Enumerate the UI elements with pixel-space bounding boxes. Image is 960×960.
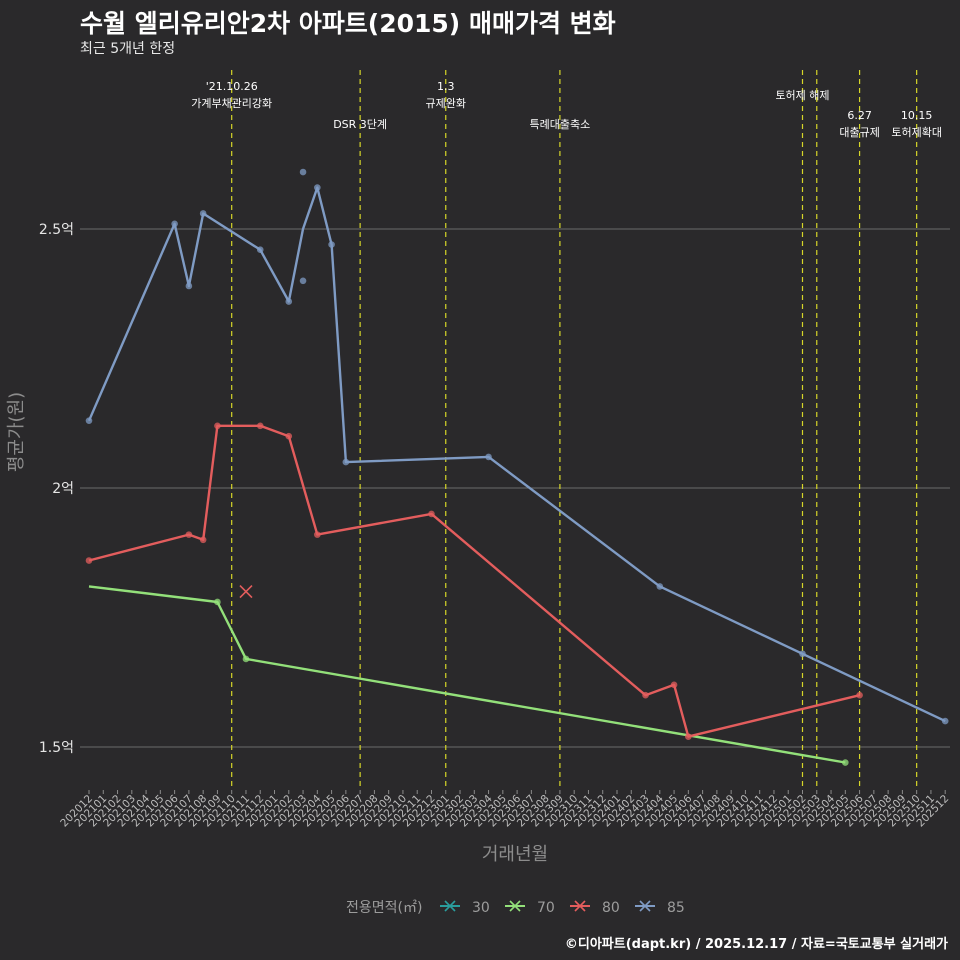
y-axis-title: 평균가(원) bbox=[6, 392, 27, 472]
series-70-point bbox=[214, 598, 221, 606]
series-80-point bbox=[670, 681, 678, 689]
legend-key-cross bbox=[574, 900, 586, 912]
series-85-point bbox=[799, 650, 806, 658]
y-tick-label: 2억 bbox=[52, 481, 74, 497]
series-85-point bbox=[185, 282, 193, 290]
caption: ©디아파트(dapt.kr) / 2025.12.17 / 자료=국토교통부 실… bbox=[564, 937, 948, 952]
series-85-point bbox=[256, 246, 264, 254]
legend-label: 85 bbox=[667, 900, 685, 916]
series-85-point bbox=[285, 298, 293, 305]
series-85-point bbox=[199, 210, 207, 217]
chart-title: 수월 엘리유리안2차 아파트(2015) 매매가격 변화 bbox=[80, 9, 616, 38]
legend: 전용면적(㎡) 30 70 80 85 bbox=[346, 900, 685, 916]
series-80-point bbox=[199, 536, 207, 544]
legend-title: 전용면적(㎡) bbox=[346, 900, 422, 916]
series-80-point bbox=[214, 422, 221, 430]
legend-item-80: 80 bbox=[570, 900, 620, 916]
series-layer bbox=[85, 168, 949, 766]
legend-key-cross bbox=[509, 900, 521, 912]
event-label: DSR 3단계 bbox=[333, 118, 387, 131]
series-80-cross-marker bbox=[239, 585, 253, 599]
legend-label: 70 bbox=[537, 900, 555, 916]
series-80-point bbox=[85, 557, 93, 564]
event-label: 토허제 해제 bbox=[775, 88, 829, 102]
event-label: 특례대출축소 bbox=[530, 118, 591, 131]
series-85-line bbox=[87, 186, 946, 723]
grid-layer bbox=[80, 228, 950, 748]
chart-subtitle: 최근 5개년 한정 bbox=[80, 41, 176, 57]
legend-label: 30 bbox=[472, 900, 490, 916]
series-85-point bbox=[342, 458, 350, 466]
legend-item-30: 30 bbox=[440, 900, 490, 916]
event-label: 10.15 토허제확대 bbox=[891, 109, 942, 139]
event-label: '21.10.26 가계부채관리강화 bbox=[191, 80, 272, 110]
y-tick-label: 1.5억 bbox=[39, 740, 74, 756]
event-label: 6.27 대출규제 bbox=[839, 109, 879, 139]
axis-layer: 1.5억2억2.5억202012202101202102202103202104… bbox=[39, 222, 951, 829]
series-85-point bbox=[941, 717, 949, 725]
legend-label: 80 bbox=[602, 900, 620, 916]
series-85-point bbox=[85, 417, 93, 424]
cross-stroke bbox=[239, 585, 253, 599]
series-85-point bbox=[656, 583, 664, 590]
series-80-point bbox=[685, 733, 692, 740]
series-80-point bbox=[185, 531, 193, 538]
series-85-point bbox=[485, 453, 492, 461]
legend-item-85: 85 bbox=[635, 900, 685, 916]
series-80-point bbox=[428, 510, 435, 518]
legend-key-cross bbox=[444, 900, 456, 912]
series-85-point bbox=[171, 220, 178, 228]
series-85-point bbox=[314, 184, 321, 191]
event-label: 1.3 규제완화 bbox=[426, 80, 466, 110]
series-80-point bbox=[856, 691, 863, 699]
series-80-point bbox=[285, 432, 293, 440]
series-70-line bbox=[88, 585, 846, 764]
legend-key-cross bbox=[639, 900, 651, 912]
series-80-point bbox=[314, 531, 321, 538]
series-85-point bbox=[328, 241, 335, 248]
series-80-point bbox=[642, 691, 649, 699]
series-70-point bbox=[242, 655, 250, 663]
series-80-line bbox=[88, 424, 860, 738]
series-80-point bbox=[256, 422, 264, 430]
series-70-point bbox=[842, 759, 849, 766]
y-tick-label: 2.5억 bbox=[39, 222, 74, 238]
series-85-point bbox=[299, 277, 307, 285]
series-85-point bbox=[299, 168, 307, 176]
legend-item-70: 70 bbox=[505, 900, 555, 916]
x-axis-title: 거래년월 bbox=[482, 844, 548, 865]
